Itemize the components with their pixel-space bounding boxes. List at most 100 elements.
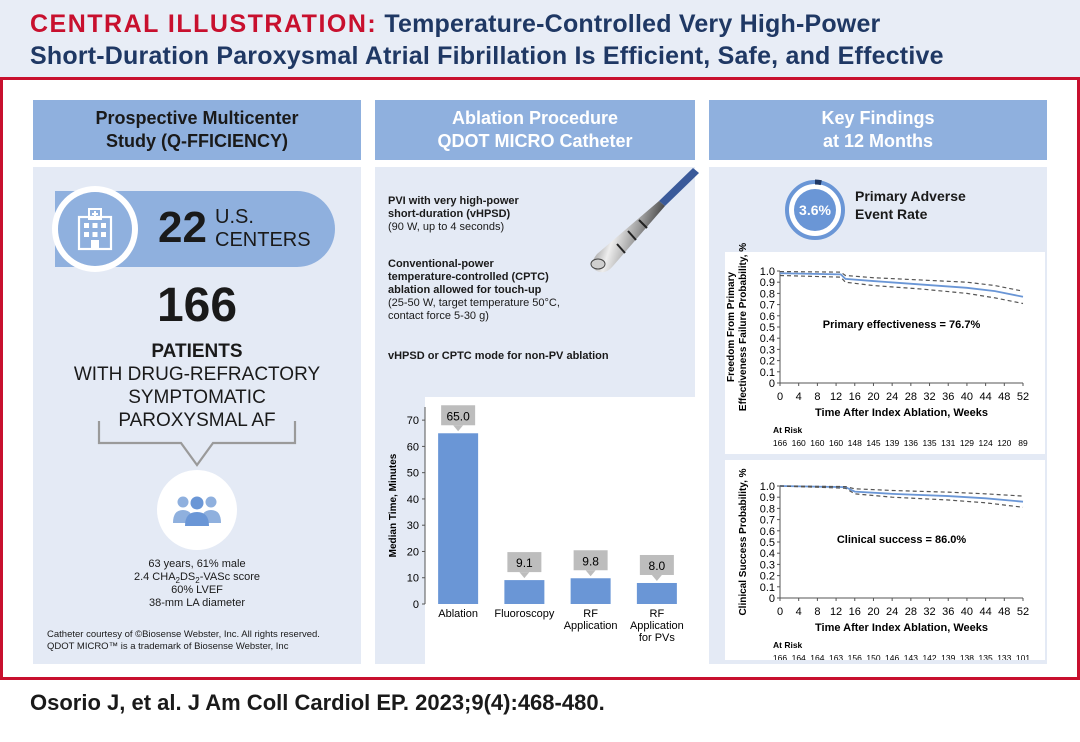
- patients-count: 166: [156, 279, 238, 332]
- km-annotation: Primary effectiveness = 76.7%: [823, 319, 981, 331]
- bar-category-label: Ablation: [438, 608, 478, 620]
- km-at-risk-value: 164: [810, 653, 824, 660]
- study-heading: Prospective Multicenter Study (Q-FFICIENC…: [33, 100, 361, 160]
- adverse-event-label-line1: Primary Adverse: [855, 188, 966, 204]
- credit-line2: QDOT MICRO™ is a trademark of Biosense W…: [47, 641, 289, 652]
- study-heading-line1: Prospective Multicenter: [95, 108, 299, 128]
- km-ytick-label: 0: [769, 378, 775, 390]
- km-at-risk-value: 138: [960, 653, 974, 660]
- km-xtick-label: 40: [961, 606, 973, 618]
- km-xtick-label: 28: [905, 391, 917, 403]
- km-xtick-label: 44: [979, 606, 991, 618]
- cptc-bold-line2: temperature-controlled (CPTC): [388, 271, 549, 283]
- km-ytick-label: 0: [769, 593, 775, 605]
- bar-value-pointer: [453, 425, 464, 432]
- km-at-risk-value: 146: [885, 653, 899, 660]
- km-xtick-label: 32: [923, 391, 935, 403]
- km-ylabel-line1: Freedom From Primary: [726, 272, 737, 382]
- procedure-heading: Ablation Procedure QDOT MICRO Catheter: [375, 100, 695, 160]
- patients-desc-line2: SYMPTOMATIC: [128, 387, 266, 408]
- km-xtick-label: 52: [1017, 391, 1029, 403]
- demo-ds-text: DS: [179, 571, 196, 583]
- km-ytick-label: 0.6: [760, 526, 775, 538]
- km-xtick-label: 0: [777, 606, 783, 618]
- bar-chart-ytick-label: 10: [407, 573, 419, 585]
- km-at-risk-value: 160: [829, 438, 843, 448]
- km-ytick-label: 0.3: [760, 344, 775, 356]
- km-at-risk-value: 89: [1018, 438, 1028, 448]
- km-xtick-label: 20: [867, 391, 879, 403]
- centers-label-line2: CENTERS: [215, 229, 311, 251]
- patients-bracket: [97, 421, 297, 467]
- km-at-risk-value: 135: [922, 438, 936, 448]
- bar-chart-ytick-label: 50: [407, 468, 419, 480]
- km-at-risk-label: At Risk: [773, 640, 803, 650]
- km-at-risk-value: 143: [904, 653, 918, 660]
- bar-value-box: [507, 552, 542, 573]
- adverse-event-label-line2: Event Rate: [855, 206, 928, 222]
- km-ytick-label: 0.4: [760, 333, 775, 345]
- km-ytick-label: 0.1: [760, 582, 775, 594]
- km-xtick-label: 40: [961, 391, 973, 403]
- bar-category-label: RF: [650, 608, 665, 620]
- nonpv-bold: vHPSD or CPTC mode for non-PV ablation: [388, 350, 609, 362]
- median-time-bar-chart: Median Time, Minutes 0 10 20 30 40 50 60 70 65.0 A…: [388, 405, 684, 644]
- km-ytick-label: 0.8: [760, 288, 775, 300]
- header-title-part1: Temperature-Controlled Very High-Power: [384, 10, 881, 38]
- procedure-heading-line1: Ablation Procedure: [451, 108, 618, 128]
- bar-value-pointer: [651, 574, 662, 581]
- bar-value-label: 65.0: [446, 409, 470, 423]
- findings-heading: Key Findings at 12 Months: [709, 100, 1047, 160]
- patients-desc-line1: WITH DRUG-REFRACTORY: [73, 364, 321, 385]
- adverse-event-ring: 3.6%: [785, 179, 845, 240]
- study-heading-line2: Study (Q-FFICIENCY): [106, 131, 288, 151]
- findings-heading-line1: Key Findings: [821, 108, 935, 128]
- km-ytick-label: 1.0: [760, 266, 775, 278]
- km-at-risk-value: 163: [829, 653, 843, 660]
- bar-value-pointer: [585, 570, 596, 577]
- bar-chart-ytick-label: 0: [413, 599, 419, 611]
- cptc-detail-line2: contact force 5-30 g): [388, 310, 489, 322]
- km-xtick-label: 16: [849, 606, 861, 618]
- header-title-line2: Short-Duration Paroxysmal Atrial Fibrill…: [30, 42, 944, 70]
- km-ytick-label: 0.5: [760, 322, 775, 334]
- km-xtick-label: 28: [905, 606, 917, 618]
- km-xtick-label: 24: [886, 606, 898, 618]
- km-ytick-label: 0.4: [760, 548, 775, 560]
- km-at-risk-value: 156: [848, 653, 862, 660]
- bar-1: [438, 433, 479, 604]
- bar-value-pointer: [519, 572, 530, 579]
- km-xtick-label: 48: [998, 391, 1010, 403]
- hospital-icon: [77, 208, 113, 251]
- km-ytick-label: 0.5: [760, 537, 775, 549]
- bar-value-box: [441, 405, 476, 426]
- km-xtick-label: 16: [849, 391, 861, 403]
- demo-cha-sub2: 2: [195, 576, 200, 586]
- centers-label: U.S. CENTERS: [215, 206, 311, 252]
- km-xtick-label: 20: [867, 606, 879, 618]
- bar-3: [570, 578, 611, 604]
- bar-value-label: 9.8: [582, 554, 599, 568]
- hospital-icon-badge: [52, 186, 138, 272]
- km-xtick-label: 44: [979, 391, 991, 403]
- demo-la-diameter: 38-mm LA diameter: [149, 597, 245, 609]
- km-xlabel: Time After Index Ablation, Weeks: [815, 622, 988, 634]
- km-survival-curve: [779, 272, 1024, 298]
- bar-category-label: Fluoroscopy: [494, 608, 554, 620]
- citation: Osorio J, et al. J Am Coll Cardiol EP. 2…: [30, 690, 605, 715]
- km-at-risk-value: 139: [885, 438, 899, 448]
- km-ylabel-line2: Effectiveness Failure Probability, %: [738, 243, 749, 411]
- header-label: CENTRAL ILLUSTRATION:: [30, 10, 378, 38]
- km-at-risk-value: 120: [997, 438, 1011, 448]
- clinical-success-km-chart: Clinical Success Probability, % 00.10.20.…: [738, 468, 1030, 660]
- bar-value-box: [639, 554, 674, 575]
- centers-label-line1: U.S.: [215, 206, 254, 228]
- km-at-risk-value: 166: [773, 438, 787, 448]
- km-xtick-label: 8: [814, 606, 820, 618]
- km-ytick-label: 0.8: [760, 503, 775, 515]
- km-ytick-label: 0.3: [760, 559, 775, 571]
- km-at-risk-value: 150: [866, 653, 880, 660]
- km-at-risk-value: 133: [997, 653, 1011, 660]
- km-at-risk-value: 139: [941, 653, 955, 660]
- demo-age-sex: 63 years, 61% male: [148, 558, 246, 570]
